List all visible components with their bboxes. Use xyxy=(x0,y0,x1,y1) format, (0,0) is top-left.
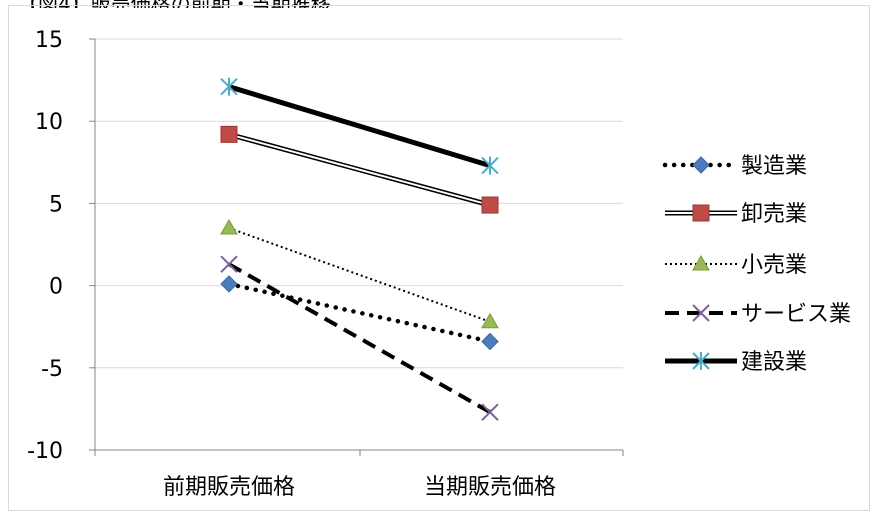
series-建設業 xyxy=(220,77,499,175)
data-point xyxy=(481,156,499,175)
y-tick-label: 10 xyxy=(35,110,63,135)
legend-item: サービス業 xyxy=(665,302,851,327)
legend-item: 製造業 xyxy=(662,154,807,179)
data-point xyxy=(220,219,238,235)
legend-label: 製造業 xyxy=(741,154,807,179)
cropped-header: 【図4】販売価格の前期・当期推移 xyxy=(0,0,872,8)
series-line xyxy=(228,262,491,414)
x-tick-label: 前期販売価格 xyxy=(163,475,295,500)
legend-item: 建設業 xyxy=(665,350,807,375)
x-tick-label: 当期販売価格 xyxy=(424,475,556,500)
line-stroke xyxy=(228,227,491,323)
data-point xyxy=(220,125,238,143)
gridlines xyxy=(95,38,623,369)
data-point xyxy=(220,77,238,96)
legend-item: 卸売業 xyxy=(665,202,807,227)
line-stroke xyxy=(226,281,493,344)
series-lines xyxy=(220,77,499,421)
data-point xyxy=(481,403,499,421)
legend-asterisk-icon xyxy=(692,352,710,370)
legend-label: 卸売業 xyxy=(741,202,807,227)
series-line xyxy=(228,227,491,323)
y-tick-label: 15 xyxy=(35,28,63,53)
legend-label: 建設業 xyxy=(741,350,807,375)
y-tick-label: 5 xyxy=(49,192,63,217)
cropped-header-text: 【図4】販売価格の前期・当期推移 xyxy=(18,0,331,8)
series-サービス業 xyxy=(220,255,499,421)
y-tick-label: -5 xyxy=(41,357,63,382)
legend-x-icon xyxy=(692,304,710,322)
data-point xyxy=(220,275,238,293)
y-tick-label: -10 xyxy=(27,439,63,464)
y-tick-label: 0 xyxy=(49,275,63,300)
series-line xyxy=(226,281,493,344)
series-line xyxy=(228,84,491,168)
series-卸売業 xyxy=(220,125,499,214)
data-point xyxy=(481,196,499,214)
series-小売業 xyxy=(220,219,499,329)
line-stroke xyxy=(228,84,491,168)
legend-square-icon xyxy=(692,204,710,222)
data-point xyxy=(481,312,499,329)
series-製造業 xyxy=(220,275,499,351)
axes xyxy=(89,38,624,456)
line-stroke-inner xyxy=(228,133,491,207)
line-stroke xyxy=(228,262,491,414)
y-tick-labels: 15 10 5 0 -5 -10 xyxy=(27,28,63,464)
legend-label: 小売業 xyxy=(741,253,807,278)
legend-label: サービス業 xyxy=(741,302,851,327)
legend-diamond-icon xyxy=(692,156,710,174)
data-point xyxy=(220,255,238,273)
series-line xyxy=(228,131,491,208)
data-point xyxy=(481,332,499,351)
legend-item: 小売業 xyxy=(665,253,807,278)
legend-triangle-icon xyxy=(692,254,710,271)
x-tick-labels: 前期販売価格 当期販売価格 xyxy=(163,475,556,500)
